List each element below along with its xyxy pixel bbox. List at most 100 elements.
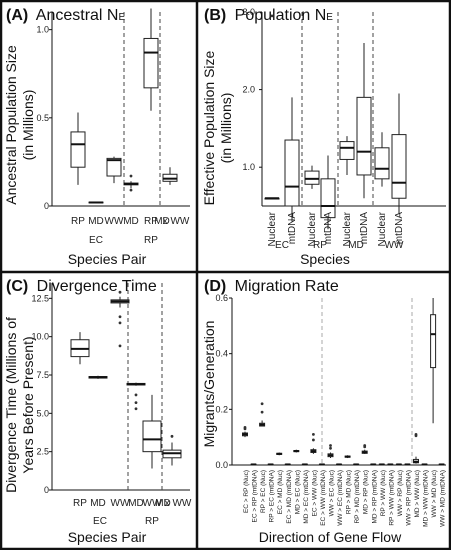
interquartile-box xyxy=(143,37,159,89)
box-plot-3 xyxy=(106,156,122,184)
x-category-label: WW > MD (mtDNA) xyxy=(440,470,447,527)
x-category-label: RP xyxy=(144,216,158,227)
y-tick-label: 0.2 xyxy=(215,404,228,414)
box-plot-5 xyxy=(276,452,283,456)
box-plot-22 xyxy=(421,463,428,466)
group-label: RP xyxy=(313,240,327,251)
outlier-point xyxy=(134,401,138,404)
outlier-point xyxy=(129,188,133,192)
x-category-label: Nuclear xyxy=(377,211,388,246)
x-category-label: Nuclear xyxy=(342,211,353,246)
panel-a-title: (A) Ancestral NE xyxy=(6,7,125,24)
group-label: EC xyxy=(89,235,103,246)
box-plot-4 xyxy=(126,382,146,411)
x-category-label: MD xyxy=(155,498,171,509)
y-tick-label: 0.4 xyxy=(215,349,228,359)
x-category-label: MD xyxy=(123,216,139,227)
box-plot-9 xyxy=(310,432,317,454)
outlier-point xyxy=(414,434,418,438)
y-tick-label: 0.5 xyxy=(36,113,49,123)
x-category-label: MD xyxy=(90,498,106,509)
y-tick-label: 0.6 xyxy=(215,293,228,303)
x-category-label: EC > RP (Nuc) xyxy=(243,470,250,513)
interquartile-box xyxy=(70,131,86,168)
x-category-label: MD > RP (mtDNA) xyxy=(371,470,378,524)
panel-b-y-axis-title-line2: (in Millions) xyxy=(218,93,234,164)
box-plot-2 xyxy=(88,201,104,204)
outlier-point xyxy=(260,402,264,406)
y-tick-label: 2.0 xyxy=(242,85,255,95)
panel-d-title: (D) Migration Rate xyxy=(204,278,339,295)
outlier-point xyxy=(363,445,367,449)
x-category-label: x WW xyxy=(165,498,192,509)
x-category-label: WW > EC (Nuc) xyxy=(329,470,336,516)
panel-d-chart: 0.0 0.2 0.4 0.6 EC > RP (Nuc) EC > RP (mtDNA)… xyxy=(215,293,446,527)
panel-b-title: (B) Population NE xyxy=(204,7,333,24)
box-plot-11 xyxy=(327,444,334,459)
outlier-point xyxy=(129,174,133,178)
box-plot-12 xyxy=(336,463,343,466)
box-plot-14 xyxy=(353,463,360,466)
box-plot-8 xyxy=(301,463,308,466)
x-category-label: MD xyxy=(88,216,104,227)
y-tick-label: 0 xyxy=(44,201,49,211)
interquartile-box xyxy=(142,420,162,453)
x-category-label: WW > RP (mtDNA) xyxy=(405,470,412,526)
x-category-label: WW > MD (Nuc) xyxy=(431,470,438,517)
box-plot-5 xyxy=(142,394,162,469)
box-plot-19 xyxy=(395,463,402,466)
box-plot-1 xyxy=(264,14,280,200)
x-category-label: mtDNA xyxy=(323,212,334,245)
box-plot-20 xyxy=(404,463,411,466)
outlier-point xyxy=(118,315,122,319)
box-plot-21 xyxy=(413,432,419,464)
outlier-point xyxy=(118,290,122,294)
box-plot-7 xyxy=(293,449,300,453)
panel-a-x-axis-title: Species Pair xyxy=(68,251,147,267)
y-tick-label: 10.0 xyxy=(31,332,49,342)
box-plot-1 xyxy=(70,332,90,365)
interquartile-box xyxy=(304,170,320,185)
x-category-label: WW xyxy=(111,498,130,509)
y-tick-label: 2.5 xyxy=(36,447,49,457)
box-plot-6 xyxy=(162,434,182,466)
x-category-label: EC > WW (Nuc) xyxy=(311,470,318,516)
box-plot-16 xyxy=(370,463,377,466)
box-plot-23 xyxy=(430,298,437,424)
x-category-label: RP xyxy=(71,216,85,227)
y-tick-label: 0 xyxy=(44,485,49,495)
panel-b-chart: 1.0 2.0 3.0 Nuclear mtDNA Nuclear mtDNA Nuclear… xyxy=(242,7,446,251)
panel-b-x-axis-title: Species xyxy=(300,251,350,267)
box-plot-15 xyxy=(361,444,368,454)
group-label: EC xyxy=(93,516,107,527)
x-category-label: mtDNA xyxy=(287,212,298,245)
box-plot-4 xyxy=(320,155,336,230)
panel-a-title-text: Ancestral N xyxy=(36,7,119,24)
x-category-label: MD > RP (Nuc) xyxy=(363,470,370,514)
x-category-label: Nuclear xyxy=(307,211,318,246)
box-plot-2 xyxy=(284,97,300,222)
group-label: EC xyxy=(275,240,289,251)
x-category-label: x WW xyxy=(163,216,190,227)
outlier-point xyxy=(118,321,122,325)
x-category-label: EC > RP (mtDNA) xyxy=(252,470,259,522)
box-plot-24 xyxy=(438,463,445,466)
x-category-label: MD > EC (mtDNA) xyxy=(303,470,310,524)
x-category-label: MD > WW (Nuc) xyxy=(414,470,421,517)
box-plot-3 xyxy=(304,165,320,189)
x-category-label: EC > MD (Nuc) xyxy=(277,470,284,514)
group-label: RP xyxy=(145,516,159,527)
panel-d-x-axis-title: Direction of Gene Flow xyxy=(259,529,402,545)
outlier-point xyxy=(134,393,138,397)
outlier-point xyxy=(134,407,138,411)
box-plot-10 xyxy=(318,463,325,466)
y-tick-label: 1.0 xyxy=(242,162,255,172)
outlier-point xyxy=(312,438,315,442)
panel-a-letter: (A) xyxy=(6,7,28,24)
group-label: RP xyxy=(144,235,158,246)
outlier-point xyxy=(170,434,174,438)
group-label: MD xyxy=(348,240,364,251)
outlier-point xyxy=(270,14,274,18)
